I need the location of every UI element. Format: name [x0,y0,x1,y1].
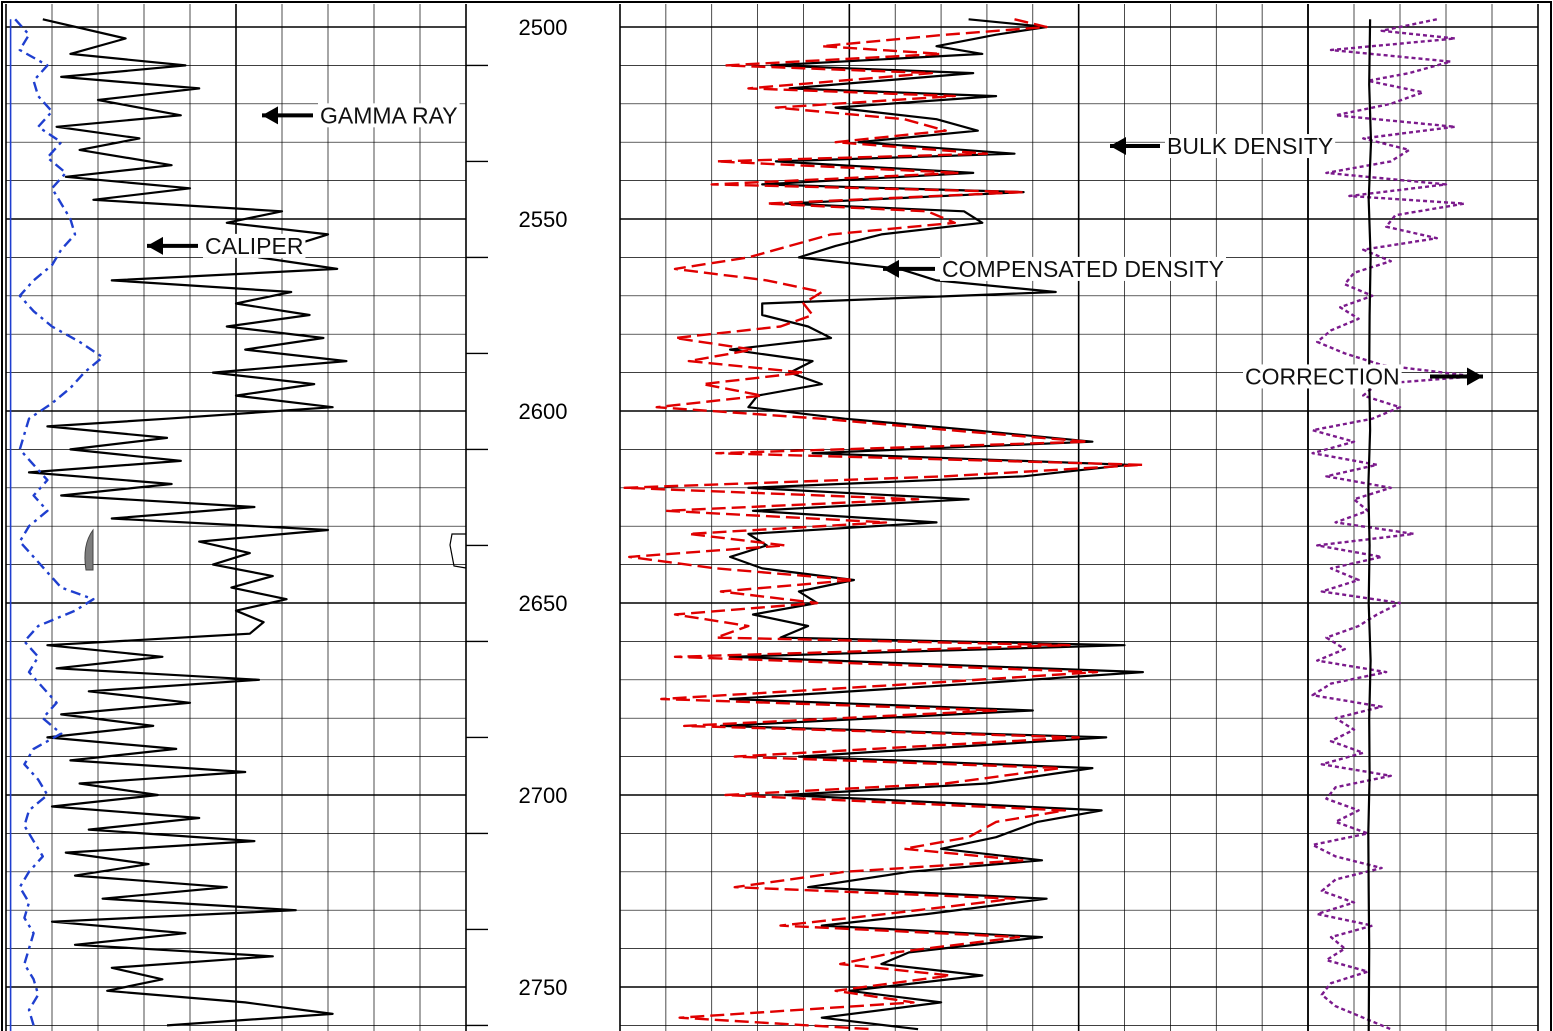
depth-tick-label: 2650 [519,591,568,616]
annotation-1: CALIPER [147,233,306,259]
annotation-arrow-head [262,106,278,125]
track-2-curve-0 [719,18,1145,1031]
annotation-arrow-head [883,259,899,278]
curve-annotations: GAMMA RAY CALIPER BULK DENSITY COMPENSATED … [147,102,1483,389]
annotation-4: CORRECTION [1243,363,1483,389]
log-curves [9,18,1475,1031]
annotation-label-halo [1165,134,1336,159]
annotation-label-halo [940,256,1226,281]
depth-marker-bracket [449,533,467,569]
annotation-label: CALIPER [205,233,303,259]
depth-tick-label: 2700 [519,783,568,808]
annotation-arrow-head [1110,137,1126,156]
track-1-curve-1 [14,18,104,1026]
track-2-curve-1 [623,18,1145,1031]
annotation-label: GAMMA RAY [320,102,458,128]
track-3-curve-1 [1367,19,1373,1031]
annotation-label: CORRECTION [1245,363,1400,389]
annotation-arrow-head [1467,367,1483,386]
caliper-washout-shade [84,528,94,571]
annotation-label-halo [203,233,306,258]
depth-tick-label: 2500 [519,15,568,40]
depth-track: 2500 2550 2600 2650 2700 2750 [449,15,568,1027]
track-3-curve-0 [1311,18,1475,1031]
annotation-arrow-head [147,236,163,255]
depth-tick-label: 2550 [519,207,568,232]
annotation-label-halo [1243,364,1402,389]
annotation-2: BULK DENSITY [1110,133,1336,159]
annotation-label: COMPENSATED DENSITY [942,256,1224,282]
depth-tick-label: 2750 [519,975,568,1000]
track-1-curve-0 [27,18,348,1027]
depth-tick-label: 2600 [519,399,568,424]
annotation-label: BULK DENSITY [1167,133,1333,159]
annotation-3: COMPENSATED DENSITY [883,256,1226,282]
annotation-label-halo [318,103,460,128]
annotation-0: GAMMA RAY [262,102,460,128]
